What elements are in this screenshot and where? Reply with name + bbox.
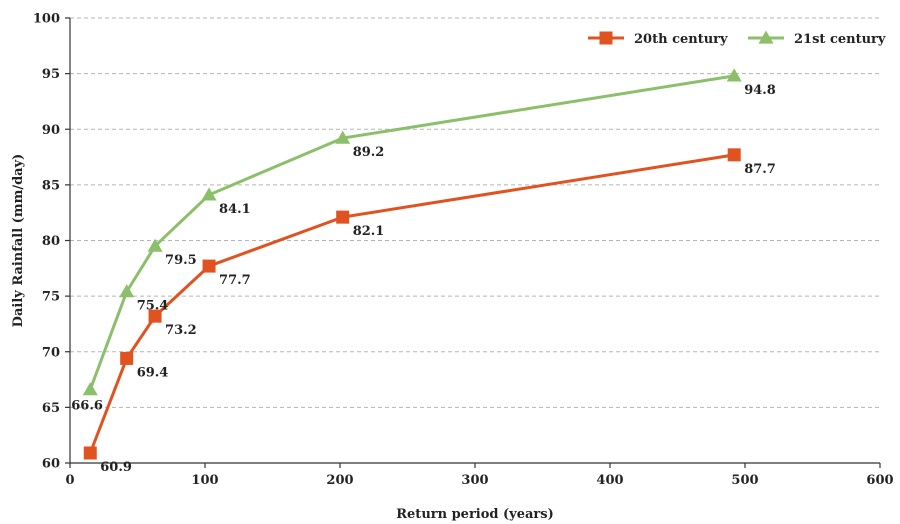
data-label: 75.4 [137, 299, 169, 314]
y-tick-label: 95 [42, 67, 60, 82]
y-tick-label: 85 [42, 178, 60, 193]
data-point [727, 148, 741, 162]
data-label: 60.9 [100, 460, 132, 475]
data-point [201, 187, 217, 201]
y-tick-label: 75 [42, 290, 60, 305]
y-tick-label: 90 [42, 123, 60, 138]
data-label: 69.4 [137, 365, 169, 380]
data-label: 82.1 [353, 224, 385, 239]
x-tick-label: 300 [461, 473, 488, 488]
series-line [88, 153, 735, 454]
data-point [119, 284, 135, 298]
x-tick-label: 200 [326, 473, 353, 488]
data-label: 79.5 [165, 253, 197, 268]
data-point [335, 130, 351, 144]
data-label: 77.7 [219, 273, 251, 288]
legend-marker [758, 30, 774, 44]
y-axis-ticks: 60 65 70 75 80 85 90 95 100 [33, 12, 70, 472]
data-point [202, 259, 216, 273]
y-tick-label: 100 [33, 12, 60, 27]
data-label: 87.7 [744, 162, 776, 177]
data-label: 73.2 [165, 323, 197, 338]
data-point [148, 309, 162, 323]
grid-lines [70, 17, 880, 408]
x-tick-label: 500 [731, 473, 758, 488]
data-point [82, 382, 98, 396]
y-tick-label: 65 [42, 401, 60, 416]
x-tick-label: 600 [866, 473, 893, 488]
x-tick-label: 100 [191, 473, 218, 488]
data-point [336, 210, 350, 224]
x-axis-ticks: 0 100 200 300 400 500 600 [65, 463, 894, 488]
data-label: 84.1 [219, 202, 251, 217]
legend-item-2: 21st century [748, 30, 886, 47]
legend-label: 20th century [634, 32, 728, 47]
data-point [83, 446, 97, 460]
data-point [147, 238, 163, 252]
y-axis-label: Daily Rainfall (mm/day) [11, 154, 26, 328]
y-tick-label: 60 [42, 457, 60, 472]
x-axis-label: Return period (years) [396, 507, 554, 522]
data-label: 94.8 [744, 83, 776, 98]
data-point [726, 68, 742, 82]
x-tick-label: 400 [596, 473, 623, 488]
data-label: 89.2 [353, 145, 385, 160]
legend-marker [599, 31, 613, 45]
y-tick-label: 70 [42, 345, 60, 360]
series-2: 66.6 75.4 79.5 84.1 89.2 94.8 [71, 68, 776, 414]
data-label: 66.6 [71, 399, 103, 414]
legend: 20th century 21st century [588, 30, 886, 47]
legend-item-1: 20th century [588, 31, 728, 47]
legend-label: 21st century [794, 32, 886, 47]
series-line [88, 74, 735, 391]
y-tick-label: 80 [42, 234, 60, 249]
x-tick-label: 0 [65, 473, 74, 488]
series-group: 60.9 69.4 73.2 77.7 82.1 87.7 66.6 75.4 79.5 84.1… [71, 68, 776, 475]
data-point [120, 351, 134, 365]
series-1: 60.9 69.4 73.2 77.7 82.1 87.7 [83, 148, 776, 475]
